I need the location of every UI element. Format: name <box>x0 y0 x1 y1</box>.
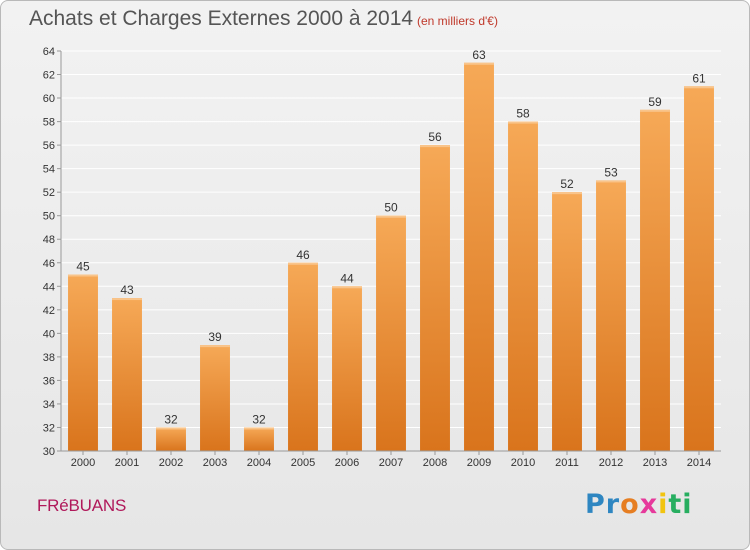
proxiti-logo: Proxiti <box>585 489 693 520</box>
chart-subtitle: (en milliers d'€) <box>417 14 498 28</box>
data-label: 32 <box>252 412 266 426</box>
bar-2003 <box>200 345 230 451</box>
y-tick-label: 52 <box>43 187 55 199</box>
x-tick-label: 2014 <box>687 457 711 469</box>
bar-2012 <box>596 180 626 452</box>
y-tick-label: 54 <box>43 164 55 176</box>
bar-2000 <box>68 274 98 451</box>
x-tick-label: 2002 <box>159 457 183 469</box>
data-label: 46 <box>296 248 310 262</box>
bar-highlight <box>112 298 142 301</box>
y-tick-label: 38 <box>43 352 55 364</box>
y-tick-label: 44 <box>43 281 55 293</box>
bar-highlight <box>464 62 494 65</box>
x-tick-label: 2010 <box>511 457 535 469</box>
data-label: 32 <box>164 412 178 426</box>
bar-highlight <box>244 427 274 430</box>
logo-letter: P <box>585 489 606 520</box>
logo-letter: x <box>639 489 659 520</box>
bar-2010 <box>508 121 538 452</box>
bars <box>68 62 714 452</box>
y-tick-label: 46 <box>43 258 55 270</box>
x-tick-label: 2000 <box>71 457 95 469</box>
bar-2013 <box>640 109 670 451</box>
bar-2006 <box>332 286 362 451</box>
bar-2004 <box>244 427 274 451</box>
axes: 30 32 34 36 38 40 42 44 46 48 50 52 54 56 58 60 62 64 2000… <box>43 46 721 469</box>
bar-2005 <box>288 262 318 451</box>
x-tick-label: 2004 <box>247 457 271 469</box>
y-tick-label: 34 <box>43 399 55 411</box>
y-tick-label: 40 <box>43 328 55 340</box>
y-tick-label: 58 <box>43 117 55 129</box>
y-tick-label: 60 <box>43 93 55 105</box>
bar-2002 <box>156 427 186 451</box>
data-label: 59 <box>648 95 662 109</box>
y-tick-label: 32 <box>43 422 55 434</box>
bar-2008 <box>420 145 450 451</box>
data-label: 63 <box>472 48 486 62</box>
bar-highlight <box>68 274 98 277</box>
bar-highlight <box>156 427 186 430</box>
y-tick-label: 30 <box>43 446 55 458</box>
data-label: 43 <box>120 283 134 297</box>
data-label: 45 <box>76 260 90 274</box>
chart-title: Achats et Charges Externes 2000 à 2014 <box>29 7 414 30</box>
bar-highlight <box>200 345 230 348</box>
data-labels: 45 43 32 39 32 46 44 50 56 63 58 52 53 59 61 <box>76 48 706 427</box>
bar-2009 <box>464 62 494 451</box>
y-tick-label: 50 <box>43 211 55 223</box>
y-tick-label: 48 <box>43 234 55 246</box>
x-tick-label: 2001 <box>115 457 139 469</box>
bar-2014 <box>684 86 714 451</box>
data-label: 53 <box>604 165 618 179</box>
y-tick-label: 36 <box>43 375 55 387</box>
data-label: 58 <box>516 107 530 121</box>
x-tick-label: 2013 <box>643 457 667 469</box>
logo-letter: i <box>658 489 669 520</box>
x-tick-label: 2008 <box>423 457 447 469</box>
data-label: 39 <box>208 330 222 344</box>
y-tick-label: 42 <box>43 305 55 317</box>
x-tick-label: 2007 <box>379 457 403 469</box>
y-tick-label: 56 <box>43 140 55 152</box>
logo-letter: o <box>620 489 640 520</box>
bar-highlight <box>552 192 582 195</box>
y-tick-label: 64 <box>43 46 55 58</box>
bar-highlight <box>288 262 318 265</box>
data-label: 50 <box>384 201 398 215</box>
bar-highlight <box>376 215 406 218</box>
x-tick-label: 2006 <box>335 457 359 469</box>
bar-highlight <box>508 121 538 124</box>
bar-2007 <box>376 215 406 451</box>
x-tick-label: 2012 <box>599 457 623 469</box>
bar-highlight <box>640 109 670 112</box>
bar-2001 <box>112 298 142 451</box>
x-tick-label: 2011 <box>555 457 579 469</box>
data-label: 56 <box>428 130 442 144</box>
x-tick-label: 2005 <box>291 457 315 469</box>
bar-highlight <box>332 286 362 289</box>
x-tick-label: 2009 <box>467 457 491 469</box>
data-label: 52 <box>560 177 574 191</box>
bar-highlight <box>684 86 714 89</box>
x-tick-label: 2003 <box>203 457 227 469</box>
bar-highlight <box>596 180 626 183</box>
bar-2011 <box>552 192 582 452</box>
logo-letter: r <box>605 489 621 520</box>
y-tick-label: 62 <box>43 70 55 82</box>
data-label: 44 <box>340 271 354 285</box>
logo-letter: i <box>682 489 693 520</box>
bar-highlight <box>420 145 450 148</box>
logo-letter: t <box>668 489 683 520</box>
commune-name: FRéBUANS <box>37 496 127 515</box>
data-label: 61 <box>692 71 706 85</box>
